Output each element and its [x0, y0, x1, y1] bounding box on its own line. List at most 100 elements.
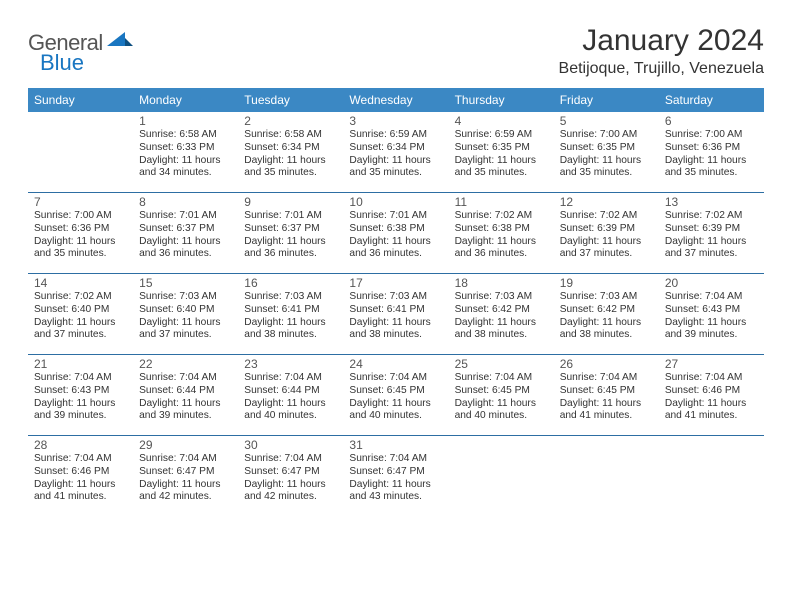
sunset-line: Sunset: 6:46 PM [34, 466, 127, 479]
sunset-line: Sunset: 6:40 PM [139, 304, 232, 317]
daylight-line: Daylight: 11 hours and 37 minutes. [665, 236, 758, 262]
calendar-cell [554, 436, 659, 516]
day-number: 3 [349, 114, 442, 128]
sunrise-line: Sunrise: 7:04 AM [455, 372, 548, 385]
daylight-line: Daylight: 11 hours and 37 minutes. [139, 317, 232, 343]
daylight-line: Daylight: 11 hours and 38 minutes. [244, 317, 337, 343]
sunset-line: Sunset: 6:33 PM [139, 142, 232, 155]
sunset-line: Sunset: 6:44 PM [244, 385, 337, 398]
day-number: 20 [665, 276, 758, 290]
sunrise-line: Sunrise: 7:03 AM [244, 291, 337, 304]
daylight-line: Daylight: 11 hours and 40 minutes. [349, 398, 442, 424]
sunrise-line: Sunrise: 7:04 AM [34, 453, 127, 466]
day-number: 13 [665, 195, 758, 209]
sunset-line: Sunset: 6:35 PM [560, 142, 653, 155]
daylight-line: Daylight: 11 hours and 35 minutes. [665, 155, 758, 181]
sunrise-line: Sunrise: 7:03 AM [139, 291, 232, 304]
sunset-line: Sunset: 6:36 PM [34, 223, 127, 236]
day-number: 29 [139, 438, 232, 452]
sunrise-line: Sunrise: 7:04 AM [665, 372, 758, 385]
month-title: January 2024 [559, 24, 764, 58]
sunrise-line: Sunrise: 7:04 AM [349, 453, 442, 466]
day-number: 1 [139, 114, 232, 128]
calendar-cell [659, 436, 764, 516]
daylight-line: Daylight: 11 hours and 37 minutes. [560, 236, 653, 262]
calendar-cell: 26Sunrise: 7:04 AMSunset: 6:45 PMDayligh… [554, 355, 659, 435]
calendar-cell: 29Sunrise: 7:04 AMSunset: 6:47 PMDayligh… [133, 436, 238, 516]
sunrise-line: Sunrise: 7:00 AM [665, 129, 758, 142]
sunrise-line: Sunrise: 7:01 AM [349, 210, 442, 223]
calendar-cell: 30Sunrise: 7:04 AMSunset: 6:47 PMDayligh… [238, 436, 343, 516]
weekday-sat: Saturday [659, 88, 764, 112]
sunrise-line: Sunrise: 7:03 AM [455, 291, 548, 304]
sunrise-line: Sunrise: 7:04 AM [139, 453, 232, 466]
sunset-line: Sunset: 6:45 PM [349, 385, 442, 398]
sunrise-line: Sunrise: 6:58 AM [244, 129, 337, 142]
daylight-line: Daylight: 11 hours and 35 minutes. [349, 155, 442, 181]
day-number: 7 [34, 195, 127, 209]
sunrise-line: Sunrise: 7:04 AM [34, 372, 127, 385]
daylight-line: Daylight: 11 hours and 39 minutes. [139, 398, 232, 424]
sunrise-line: Sunrise: 7:04 AM [244, 372, 337, 385]
sunset-line: Sunset: 6:40 PM [34, 304, 127, 317]
calendar-cell: 7Sunrise: 7:00 AMSunset: 6:36 PMDaylight… [28, 193, 133, 273]
daylight-line: Daylight: 11 hours and 36 minutes. [244, 236, 337, 262]
sunrise-line: Sunrise: 7:02 AM [34, 291, 127, 304]
weekday-tue: Tuesday [238, 88, 343, 112]
daylight-line: Daylight: 11 hours and 36 minutes. [455, 236, 548, 262]
sunrise-line: Sunrise: 7:03 AM [349, 291, 442, 304]
calendar-cell: 4Sunrise: 6:59 AMSunset: 6:35 PMDaylight… [449, 112, 554, 192]
calendar-cell: 25Sunrise: 7:04 AMSunset: 6:45 PMDayligh… [449, 355, 554, 435]
sunset-line: Sunset: 6:35 PM [455, 142, 548, 155]
day-number: 30 [244, 438, 337, 452]
calendar-cell: 14Sunrise: 7:02 AMSunset: 6:40 PMDayligh… [28, 274, 133, 354]
daylight-line: Daylight: 11 hours and 42 minutes. [139, 479, 232, 505]
sunset-line: Sunset: 6:34 PM [244, 142, 337, 155]
daylight-line: Daylight: 11 hours and 36 minutes. [139, 236, 232, 262]
daylight-line: Daylight: 11 hours and 41 minutes. [34, 479, 127, 505]
calendar-cell: 19Sunrise: 7:03 AMSunset: 6:42 PMDayligh… [554, 274, 659, 354]
sunset-line: Sunset: 6:37 PM [244, 223, 337, 236]
day-number: 4 [455, 114, 548, 128]
sunset-line: Sunset: 6:43 PM [665, 304, 758, 317]
daylight-line: Daylight: 11 hours and 39 minutes. [34, 398, 127, 424]
sunset-line: Sunset: 6:47 PM [349, 466, 442, 479]
weekday-sun: Sunday [28, 88, 133, 112]
day-number: 17 [349, 276, 442, 290]
calendar-cell: 9Sunrise: 7:01 AMSunset: 6:37 PMDaylight… [238, 193, 343, 273]
weekday-header: Sunday Monday Tuesday Wednesday Thursday… [28, 88, 764, 112]
daylight-line: Daylight: 11 hours and 43 minutes. [349, 479, 442, 505]
calendar-cell: 2Sunrise: 6:58 AMSunset: 6:34 PMDaylight… [238, 112, 343, 192]
calendar-cell [449, 436, 554, 516]
sunrise-line: Sunrise: 7:04 AM [139, 372, 232, 385]
daylight-line: Daylight: 11 hours and 41 minutes. [665, 398, 758, 424]
sunrise-line: Sunrise: 6:59 AM [349, 129, 442, 142]
calendar-cell: 24Sunrise: 7:04 AMSunset: 6:45 PMDayligh… [343, 355, 448, 435]
sunrise-line: Sunrise: 7:04 AM [560, 372, 653, 385]
day-number: 5 [560, 114, 653, 128]
sunrise-line: Sunrise: 7:04 AM [349, 372, 442, 385]
sunrise-line: Sunrise: 7:02 AM [455, 210, 548, 223]
day-number: 2 [244, 114, 337, 128]
sunrise-line: Sunrise: 6:59 AM [455, 129, 548, 142]
day-number: 21 [34, 357, 127, 371]
daylight-line: Daylight: 11 hours and 37 minutes. [34, 317, 127, 343]
daylight-line: Daylight: 11 hours and 40 minutes. [455, 398, 548, 424]
calendar-cell: 21Sunrise: 7:04 AMSunset: 6:43 PMDayligh… [28, 355, 133, 435]
daylight-line: Daylight: 11 hours and 35 minutes. [34, 236, 127, 262]
title-block: January 2024 Betijoque, Trujillo, Venezu… [559, 24, 764, 78]
calendar-cell: 20Sunrise: 7:04 AMSunset: 6:43 PMDayligh… [659, 274, 764, 354]
sunrise-line: Sunrise: 6:58 AM [139, 129, 232, 142]
daylight-line: Daylight: 11 hours and 41 minutes. [560, 398, 653, 424]
sunset-line: Sunset: 6:45 PM [560, 385, 653, 398]
daylight-line: Daylight: 11 hours and 35 minutes. [244, 155, 337, 181]
day-number: 9 [244, 195, 337, 209]
calendar-cell: 5Sunrise: 7:00 AMSunset: 6:35 PMDaylight… [554, 112, 659, 192]
calendar-cell: 11Sunrise: 7:02 AMSunset: 6:38 PMDayligh… [449, 193, 554, 273]
weekday-thu: Thursday [449, 88, 554, 112]
day-number: 8 [139, 195, 232, 209]
sunrise-line: Sunrise: 7:00 AM [34, 210, 127, 223]
logo-word-2: Blue [40, 50, 84, 76]
sunrise-line: Sunrise: 7:03 AM [560, 291, 653, 304]
day-number: 19 [560, 276, 653, 290]
